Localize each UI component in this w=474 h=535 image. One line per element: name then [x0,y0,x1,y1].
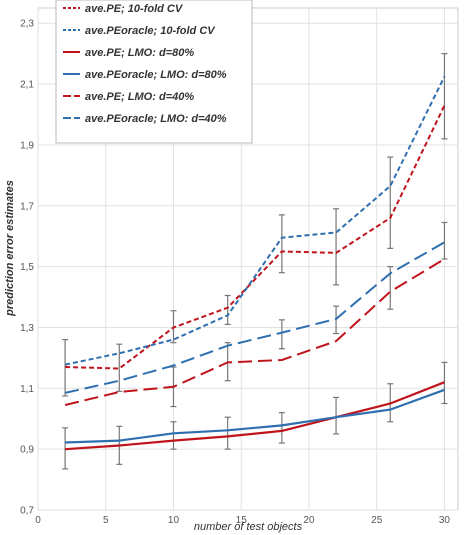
error-bar [278,412,285,444]
y-tick-label: 1,3 [20,323,34,334]
legend-item: ave.PE; 10-fold CV [63,3,184,15]
error-bar [170,421,177,450]
error-bar [278,319,285,350]
series-lines [64,76,446,451]
error-bar [333,208,340,286]
legend-label: ave.PEoracle; 10-fold CV [85,25,216,37]
x-tick-label: 10 [168,515,180,526]
legend-label: ave.PE; 10-fold CV [85,3,184,15]
x-tick-label: 15 [236,515,248,526]
error-bar [224,416,231,450]
series-line-3 [65,381,445,451]
y-tick-label: 1,9 [20,140,34,151]
legend-label: ave.PEoracle; LMO: d=80% [85,69,227,81]
legend-box [55,0,253,144]
error-bar [333,396,340,435]
x-tick-labels: 0 5 10 15 20 25 30 [35,515,450,526]
legend-item: ave.PE; LMO: d=40% [63,91,194,103]
x-tick-label: 25 [371,515,383,526]
x-tick-label: 20 [303,515,315,526]
series-line-4 [65,388,445,444]
y-axis-label: prediction error estimates [4,180,16,317]
legend: ave.PE; 10-fold CV ave.PEoracle; 10-fold … [55,0,253,144]
y-tick-label: 0,9 [20,445,34,456]
series-line-1 [65,104,446,370]
x-tick-label: 0 [35,515,41,526]
series-line-5 [64,258,446,406]
y-tick-label: 2,1 [20,80,34,91]
y-tick-label: 0,7 [20,506,34,517]
error-bar [278,214,285,274]
error-bar [224,294,231,326]
y-tick-label: 1,5 [20,262,34,273]
x-tick-label: 30 [439,515,451,526]
legend-item: ave.PEoracle; LMO: d=80% [63,69,227,81]
y-tick-label: 1,7 [20,201,34,212]
legend-item: ave.PEoracle; LMO: d=40% [63,113,227,125]
legend-item: ave.PE; LMO: d=80% [63,47,194,59]
x-tick-label: 5 [103,515,109,526]
y-tick-label: 1,1 [20,384,34,395]
series-line-6 [64,241,445,394]
error-bar [387,156,394,249]
x-axis-label: number of test objects [194,521,303,533]
error-bar [441,221,448,260]
legend-label: ave.PE; LMO: d=40% [85,91,194,103]
legend-item: ave.PEoracle; 10-fold CV [63,25,216,37]
y-tick-labels: 0,7 0,9 1,1 1,3 1,5 1,7 1,9 2,1 2,3 [20,19,34,517]
legend-label: ave.PE; LMO: d=80% [85,47,194,59]
error-bar [116,343,123,392]
legend-label: ave.PEoracle; LMO: d=40% [85,113,227,125]
series-line-2 [64,76,446,366]
error-bar [441,53,448,140]
y-tick-label: 2,3 [20,19,34,30]
